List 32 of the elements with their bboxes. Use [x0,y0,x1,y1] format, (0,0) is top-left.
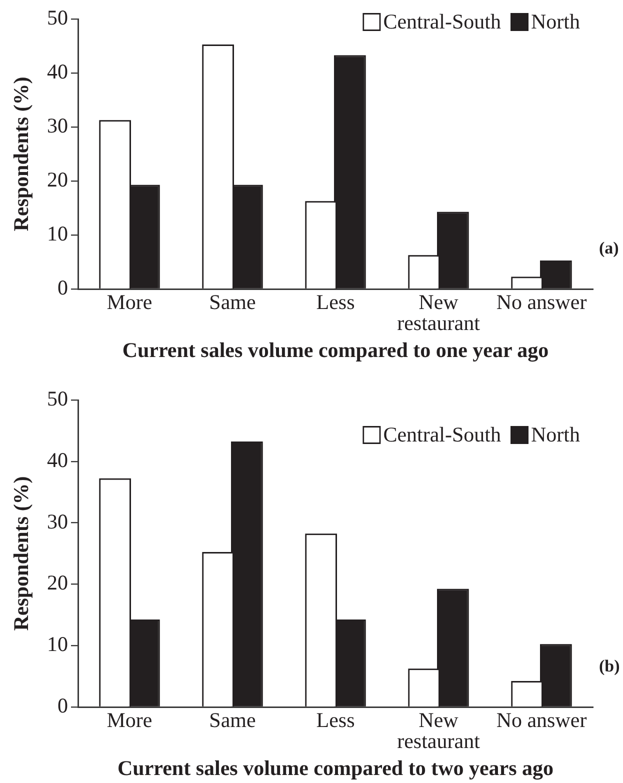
legend-label: Central-South [383,422,502,447]
y-tick-label: 10 [47,632,68,656]
y-tick-label: 30 [47,114,68,138]
x-tick-label: Same [209,290,256,314]
x-tick-label: No answer [496,708,587,732]
y-tick-label: 20 [47,570,68,595]
text: (a) [599,238,619,258]
y-tick-label: 40 [47,60,68,84]
x-axis-title: Current sales volume compared to one year ago [122,338,549,362]
x-tick-label: Same [209,708,256,732]
x-tick-label: No answer [496,290,587,314]
legend-label: North [531,10,580,34]
y-tick-label: 50 [47,6,68,30]
y-axis-title: Respondents (%) [9,476,34,631]
legend-label: North [531,422,580,447]
y-tick-label: 20 [47,168,68,192]
x-tick-label: New restaurant [397,290,480,336]
y-tick-label: 0 [58,276,68,300]
x-tick-label: More [106,290,152,314]
y-tick-label: 40 [47,448,68,472]
text: (b) [599,656,620,676]
y-tick-label: 0 [58,694,68,718]
y-tick-label: 30 [47,509,68,534]
x-tick-label: Less [316,290,355,314]
legend-label: Central-South [383,10,502,34]
x-tick-label: More [106,708,152,732]
x-axis-title: Current sales volume compared to two years ago [117,756,554,780]
y-axis-title: Respondents (%) [9,76,34,232]
x-tick-label: New restaurant [397,708,480,754]
y-tick-label: 10 [47,222,68,246]
x-tick-label: Less [316,708,355,732]
y-tick-label: 50 [47,386,68,411]
